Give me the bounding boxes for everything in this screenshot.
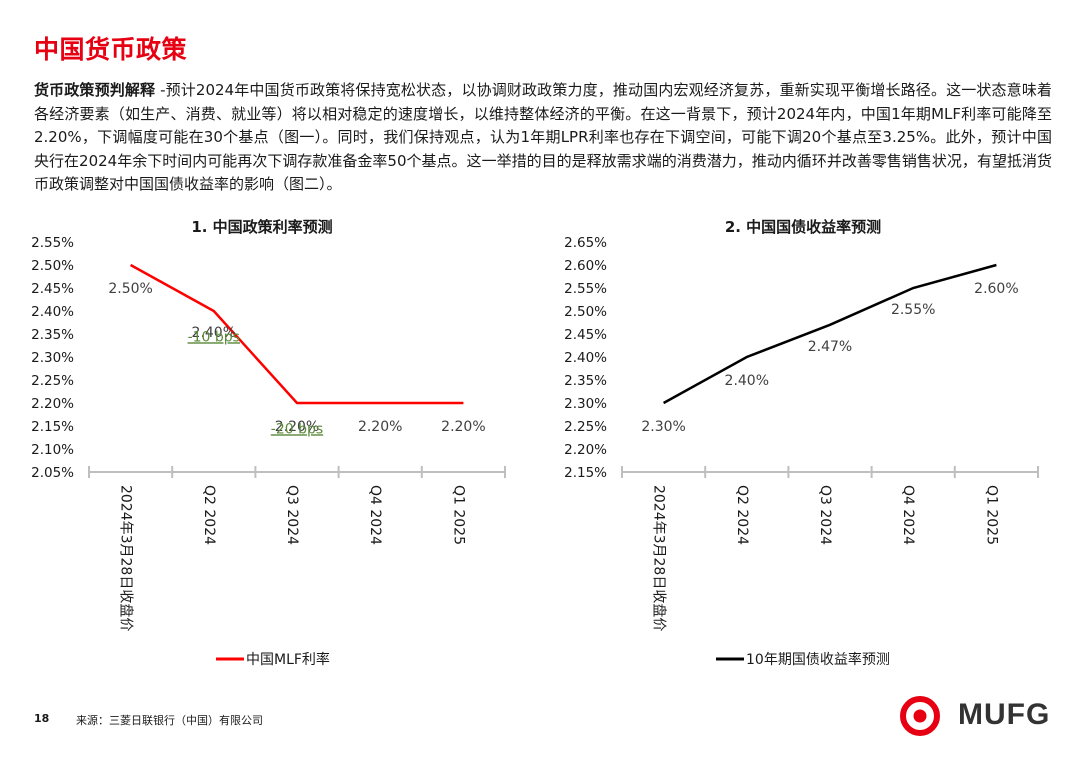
policy-rate-chart: 1. 中国政策利率预测 2.55% 2.50% 2.45% 2.40% 2.35% 2.30… (0, 215, 540, 675)
y-tick-label: 2.20% (564, 442, 607, 458)
y-tick-label: 2.50% (31, 258, 74, 274)
legend-label: 中国MLF利率 (246, 651, 330, 668)
intro-paragraph: 货币政策预判解释 -预计2024年中国货币政策将保持宽松状态，以协调财政政策力度… (34, 79, 1052, 197)
annotation-label: -10 bps (188, 329, 240, 345)
y-tick-label: 2.60% (564, 258, 607, 274)
legend-label: 10年期国债收益率预测 (746, 651, 890, 668)
data-label: 2.47% (808, 339, 852, 355)
x-tick-label: Q4 2024 (900, 485, 916, 545)
y-tick-label: 2.35% (564, 373, 607, 389)
logo-text: MUFG (958, 698, 1051, 731)
data-label: 2.30% (641, 419, 685, 435)
y-tick-label: 2.50% (564, 304, 607, 320)
policy-rate-chart-svg: 1. 中国政策利率预测 2.55% 2.50% 2.45% 2.40% 2.35% 2.30… (31, 218, 506, 668)
x-tick-label: Q1 2025 (450, 485, 466, 545)
y-tick-label: 2.20% (31, 396, 74, 412)
data-label: 2.55% (891, 302, 935, 318)
annotation-label: -20 bps (271, 421, 323, 437)
y-tick-label: 2.25% (564, 419, 607, 435)
y-tick-label: 2.15% (31, 419, 74, 435)
chart-title: 1. 中国政策利率预测 (191, 218, 332, 236)
y-tick-label: 2.30% (31, 350, 74, 366)
y-tick-label: 2.35% (31, 327, 74, 343)
bond-yield-chart-svg: 2. 中国国债收益率预测 2.65% 2.60% 2.55% 2.50% 2.45% 2.4… (564, 218, 1039, 668)
data-label: 2.60% (974, 281, 1018, 297)
data-label: 2.20% (441, 419, 485, 435)
series-line (129, 263, 464, 405)
y-tick-label: 2.05% (31, 465, 74, 481)
y-tick-label: 2.45% (31, 281, 74, 297)
page-title: 中国货币政策 (34, 35, 188, 64)
data-label: 2.40% (192, 325, 236, 341)
y-tick-label: 2.45% (564, 327, 607, 343)
y-tick-label: 2.55% (31, 235, 74, 251)
y-tick-label: 2.55% (564, 281, 607, 297)
data-label: 2.40% (725, 373, 769, 389)
intro-label: 货币政策预判解释 (34, 81, 156, 99)
x-tick-label: Q2 2024 (201, 485, 217, 545)
source-note: 来源：三菱日联银行（中国）有限公司 (76, 714, 263, 727)
x-tick-label: Q1 2025 (983, 485, 999, 545)
data-label: 2.20% (358, 419, 402, 435)
intro-text: -预计2024年中国货币政策将保持宽松状态，以协调财政政策力度，推动国内宏观经济… (34, 81, 1052, 193)
x-tick-label: 2024年3月28日收盘价 (118, 485, 135, 631)
bond-yield-chart: 2. 中国国债收益率预测 2.65% 2.60% 2.55% 2.50% 2.45% 2.4… (540, 215, 1080, 675)
y-tick-label: 2.30% (564, 396, 607, 412)
mufg-logo-mark (900, 696, 940, 736)
y-tick-label: 2.40% (564, 350, 607, 366)
page-number: 18 (34, 712, 50, 725)
data-label: 2.50% (108, 281, 152, 297)
x-tick-label: 2024年3月28日收盘价 (651, 485, 668, 631)
y-tick-label: 2.15% (564, 465, 607, 481)
y-tick-label: 2.25% (31, 373, 74, 389)
series-line (662, 263, 997, 405)
x-tick-label: Q4 2024 (367, 485, 383, 545)
y-tick-label: 2.10% (31, 442, 74, 458)
data-label: 2.20% (275, 419, 319, 435)
y-tick-label: 2.65% (564, 235, 607, 251)
x-tick-label: Q3 2024 (817, 485, 833, 545)
chart-title: 2. 中国国债收益率预测 (725, 218, 881, 236)
x-tick-label: Q2 2024 (734, 485, 750, 545)
mufg-logo: MUFG (898, 694, 1058, 738)
x-tick-label: Q3 2024 (284, 485, 300, 545)
y-tick-label: 2.40% (31, 304, 74, 320)
